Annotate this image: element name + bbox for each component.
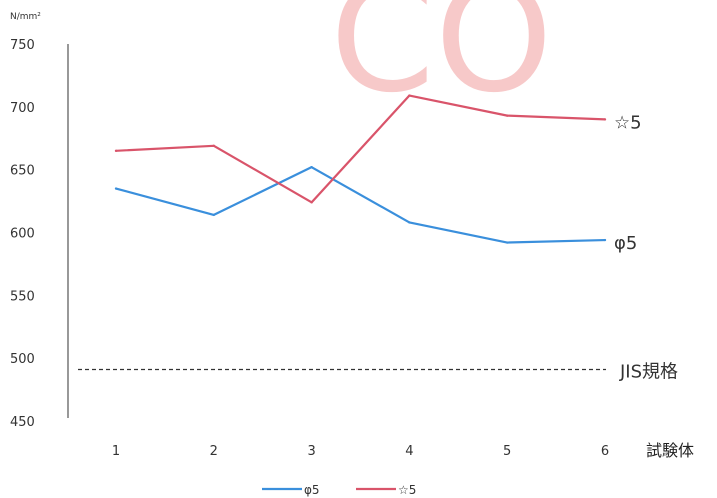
y-tick-label: 700 [10,101,35,116]
y-tick-label: 600 [10,227,35,242]
data-point [310,165,313,169]
y-axis-ticks: 750 700 650 600 550 500 450 [10,38,35,430]
legend-label-2: ☆5 [398,483,416,497]
legend-label-1: φ5 [304,483,320,497]
x-tick-label: 2 [210,444,218,459]
y-tick-label: 450 [10,415,35,430]
series-end-labels: φ5 ☆5 [614,112,642,254]
x-tick-label: 4 [405,444,413,459]
x-axis-title: 試験体 [646,441,694,460]
watermark: CO [330,0,553,126]
legend: φ5 ☆5 [262,483,416,497]
series-end-label-2: ☆5 [614,112,642,133]
x-tick-label: 1 [112,444,120,459]
series-line-2 [115,94,606,204]
data-point [603,238,607,242]
reference-line-label: JIS規格 [619,361,678,382]
data-point [114,149,118,153]
data-point [408,94,411,97]
y-tick-label: 550 [10,289,35,304]
x-tick-label: 6 [601,444,609,459]
data-point [506,241,509,244]
data-point [603,118,607,121]
x-tick-label: 5 [503,444,511,459]
y-tick-label: 750 [10,38,35,53]
y-tick-label: 500 [10,352,35,367]
data-point [114,187,118,190]
x-axis-ticks: 1 2 3 4 5 6 [112,444,609,459]
data-point [212,213,215,217]
reference-line-group: JIS規格 [78,361,678,382]
series-end-label-1: φ5 [614,233,637,254]
data-point [408,221,411,224]
x-tick-label: 3 [307,444,315,459]
series-group [114,94,607,244]
data-point [212,144,215,147]
series-line-1 [115,166,606,244]
data-point [506,114,509,117]
data-point [310,201,313,204]
y-tick-label: 650 [10,164,35,179]
y-axis-unit: N/mm² [10,12,41,22]
